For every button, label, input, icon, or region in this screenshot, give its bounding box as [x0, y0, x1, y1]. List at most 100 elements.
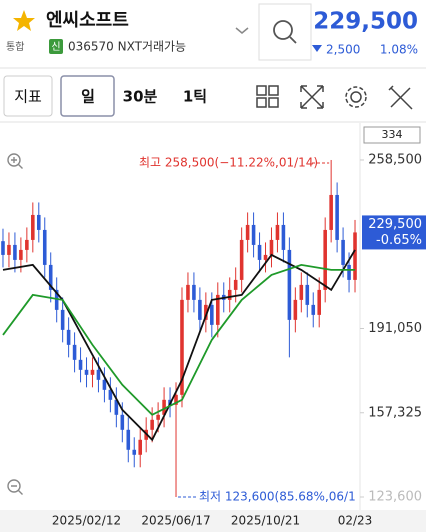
- candle-body: [60, 309, 65, 330]
- high-annotation: 최고 258,500(−11.22%,01/14): [139, 155, 318, 169]
- candle-body: [245, 224, 250, 240]
- y-tick-label: 191,050: [368, 321, 422, 336]
- indicator-label: 지표: [14, 88, 42, 106]
- candle-body: [239, 239, 244, 280]
- x-tick-label: 2025/02/12: [52, 514, 121, 528]
- candle-body: [114, 399, 119, 415]
- x-tick-label: 2025/06/17: [141, 514, 210, 528]
- indicator-button[interactable]: [3, 75, 53, 117]
- candle-body: [233, 279, 238, 290]
- candle-body: [72, 344, 77, 360]
- stock-name[interactable]: 엔씨소프트: [46, 10, 129, 31]
- y-tick-label: 258,500: [368, 152, 422, 167]
- candle-body: [150, 419, 154, 430]
- candle-body: [347, 264, 351, 280]
- candle-body: [120, 414, 125, 430]
- candle-body: [353, 232, 357, 280]
- candle-body: [251, 224, 256, 245]
- dropdown-icon[interactable]: [235, 27, 249, 34]
- search-icon: [273, 20, 293, 40]
- moving-average-line: [2, 263, 355, 416]
- market-label: 통합: [6, 41, 24, 53]
- candle-body: [132, 449, 137, 455]
- candle-body: [198, 299, 202, 320]
- x-axis-band: [0, 510, 426, 532]
- candle-body: [42, 229, 47, 265]
- candle-body: [78, 359, 83, 370]
- candle-body: [287, 249, 292, 320]
- candle-body: [108, 389, 113, 400]
- candle-body: [293, 299, 298, 320]
- candle-body: [311, 304, 316, 315]
- candle-body: [54, 289, 59, 310]
- y-tick-label: 157,325: [368, 405, 422, 420]
- settings-icon: [345, 86, 367, 108]
- down-arrow: [312, 45, 322, 52]
- candle-body: [275, 224, 280, 240]
- candle-body: [31, 214, 35, 240]
- toolbar-icons: [256, 85, 413, 110]
- candle-body: [299, 284, 304, 300]
- period-label[interactable]: 30분: [123, 88, 158, 106]
- candle-body: [7, 244, 11, 255]
- candle-body: [269, 239, 274, 255]
- badge-text: 신: [51, 41, 60, 53]
- zoom-icon: [7, 153, 21, 167]
- candle-body: [263, 254, 268, 260]
- layout-icon[interactable]: [256, 85, 267, 96]
- zoom-out-icon[interactable]: [7, 479, 23, 495]
- zoom-icon: [11, 485, 23, 495]
- candle-body: [13, 244, 17, 260]
- candle-body: [215, 294, 220, 325]
- candle-body: [329, 194, 333, 230]
- change-percent: 1.08%: [380, 43, 418, 57]
- badge: [49, 39, 63, 54]
- plot: 258,500 191,050 157,325 123,600 2025/02/12 20…: [1, 152, 422, 528]
- zoom-in-icon[interactable]: [7, 153, 23, 169]
- candle-body: [126, 429, 131, 450]
- candle-body: [66, 329, 71, 345]
- candle-body: [162, 399, 166, 415]
- candle-body: [48, 264, 53, 290]
- x-tick-label: 02/23: [338, 514, 373, 528]
- moving-average-line: [2, 249, 356, 442]
- candle-body: [84, 369, 89, 375]
- search-icon: [289, 36, 297, 44]
- zoom-icon: [11, 157, 23, 169]
- candle-body: [227, 289, 232, 300]
- price-change: 2,500: [326, 43, 360, 57]
- period-label: 일: [81, 88, 95, 106]
- candle-body: [186, 284, 190, 300]
- last-change-label: -0.65%: [376, 233, 422, 248]
- candle-body: [25, 239, 29, 250]
- fullscreen-icon[interactable]: [300, 85, 324, 109]
- tools-icon[interactable]: [388, 85, 413, 110]
- candle-body: [204, 304, 208, 320]
- layout-icon: [268, 97, 279, 108]
- low-annotation: 최저 123,600(85.68%,06/1: [199, 490, 356, 504]
- layout-icon: [268, 85, 279, 96]
- candle-body: [341, 239, 345, 265]
- search-button[interactable]: [258, 3, 312, 61]
- price: 229,500: [313, 9, 418, 35]
- candle-body: [1, 241, 5, 255]
- candle-body: [335, 194, 339, 240]
- candle-body: [90, 369, 95, 375]
- candle-body: [323, 229, 327, 290]
- stock-code: 036570 NXT거래가능: [68, 40, 186, 54]
- candle-body: [138, 439, 143, 455]
- period-day-button[interactable]: [60, 75, 115, 117]
- candle-body: [36, 214, 41, 230]
- favorite-star[interactable]: [13, 10, 35, 31]
- x-tick-label: 2025/10/21: [231, 514, 300, 528]
- settings-icon[interactable]: [350, 91, 362, 103]
- count-text: 334: [382, 128, 403, 141]
- candle-body: [156, 414, 160, 420]
- candle-body: [96, 369, 101, 380]
- period-label[interactable]: 1틱: [183, 88, 207, 106]
- candle-body: [305, 284, 310, 305]
- last-price-box: [362, 215, 426, 250]
- candle-body: [257, 244, 262, 260]
- zoom-icon: [7, 479, 21, 493]
